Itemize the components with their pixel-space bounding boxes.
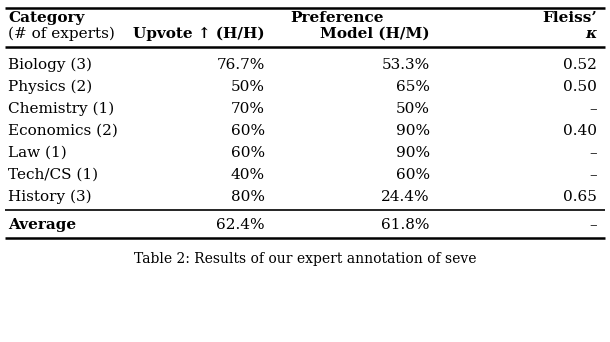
Text: 80%: 80% [231, 190, 265, 204]
Text: 60%: 60% [396, 168, 430, 182]
Text: –: – [589, 102, 597, 116]
Text: Table 2: Results of our expert annotation of seve: Table 2: Results of our expert annotatio… [134, 252, 476, 266]
Text: Model (H/M): Model (H/M) [320, 27, 430, 41]
Text: 24.4%: 24.4% [381, 190, 430, 204]
Text: 65%: 65% [396, 80, 430, 94]
Text: History (3): History (3) [8, 190, 92, 205]
Text: Tech/CS (1): Tech/CS (1) [8, 168, 98, 182]
Text: 0.40: 0.40 [563, 124, 597, 138]
Text: 61.8%: 61.8% [381, 218, 430, 232]
Text: 50%: 50% [396, 102, 430, 116]
Text: 60%: 60% [231, 124, 265, 138]
Text: 76.7%: 76.7% [217, 58, 265, 72]
Text: Economics (2): Economics (2) [8, 124, 118, 138]
Text: 60%: 60% [231, 146, 265, 160]
Text: Physics (2): Physics (2) [8, 80, 92, 94]
Text: Chemistry (1): Chemistry (1) [8, 102, 114, 116]
Text: 0.52: 0.52 [563, 58, 597, 72]
Text: 0.65: 0.65 [563, 190, 597, 204]
Text: 62.4%: 62.4% [217, 218, 265, 232]
Text: Biology (3): Biology (3) [8, 58, 92, 73]
Text: Average: Average [8, 218, 76, 232]
Text: Law (1): Law (1) [8, 146, 66, 160]
Text: 50%: 50% [231, 80, 265, 94]
Text: (# of experts): (# of experts) [8, 27, 115, 41]
Text: 40%: 40% [231, 168, 265, 182]
Text: 90%: 90% [396, 124, 430, 138]
Text: Category: Category [8, 11, 84, 25]
Text: 53.3%: 53.3% [382, 58, 430, 72]
Text: Fleiss’: Fleiss’ [542, 11, 597, 25]
Text: –: – [589, 146, 597, 160]
Text: κ: κ [586, 27, 597, 41]
Text: 0.50: 0.50 [563, 80, 597, 94]
Text: Upvote ↑ (H/H): Upvote ↑ (H/H) [134, 27, 265, 41]
Text: –: – [589, 218, 597, 232]
Text: –: – [589, 168, 597, 182]
Text: Preference: Preference [291, 11, 384, 25]
Text: 70%: 70% [231, 102, 265, 116]
Text: 90%: 90% [396, 146, 430, 160]
